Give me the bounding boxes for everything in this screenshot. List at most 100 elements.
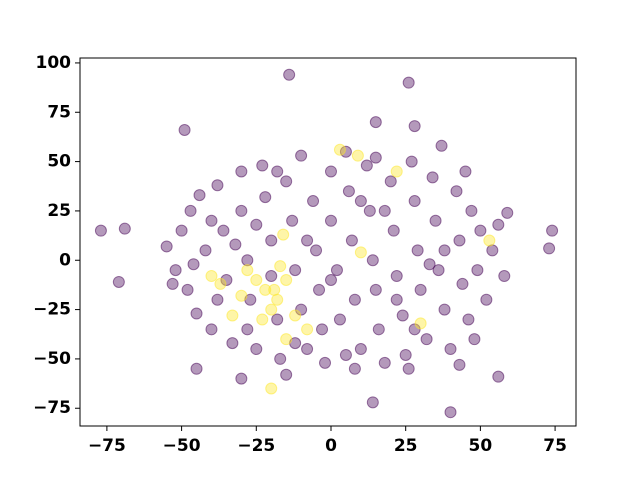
scatter-point	[390, 270, 403, 283]
scatter-point	[241, 254, 254, 267]
scatter-point	[265, 303, 278, 316]
x-tick-label: 0	[325, 436, 337, 456]
scatter-point	[342, 185, 355, 198]
scatter-point	[205, 270, 218, 283]
y-tick-label: −75	[33, 398, 71, 418]
scatter-point	[324, 214, 337, 227]
scatter-point	[286, 214, 299, 227]
x-tick-label: 75	[543, 436, 567, 456]
x-tick-label: −50	[163, 436, 201, 456]
scatter-point	[501, 206, 514, 219]
scatter-point	[378, 356, 391, 369]
scatter-point	[369, 151, 382, 164]
scatter-point	[369, 283, 382, 296]
scatter-point	[94, 224, 107, 237]
y-tick-label: 0	[59, 250, 71, 270]
scatter-point	[543, 242, 556, 255]
scatter-point	[235, 372, 248, 385]
scatter-point	[411, 244, 424, 257]
y-tick-label: 50	[47, 152, 71, 172]
scatter-point	[372, 323, 385, 336]
scatter-point	[280, 273, 293, 286]
scatter-point	[408, 120, 421, 133]
scatter-point	[330, 264, 343, 277]
scatter-point	[402, 76, 415, 89]
scatter-point	[474, 224, 487, 237]
scatter-point	[420, 333, 433, 346]
scatter-point	[444, 406, 457, 419]
scatter-point	[226, 309, 239, 322]
x-tick-label: 25	[394, 436, 418, 456]
scatter-point	[339, 348, 352, 361]
scatter-point	[301, 234, 314, 247]
scatter-point	[316, 323, 329, 336]
y-tick-label: −25	[33, 300, 71, 320]
scatter-point	[184, 204, 197, 217]
scatter-point	[313, 283, 326, 296]
scatter-point	[235, 204, 248, 217]
scatter-point	[348, 362, 361, 375]
scatter-point	[271, 313, 284, 326]
x-tick-label: −75	[88, 436, 126, 456]
scatter-point	[280, 333, 293, 346]
scatter-point	[414, 283, 427, 296]
scatter-point	[438, 244, 451, 257]
scatter-point	[259, 283, 272, 296]
scatter-point	[295, 149, 308, 162]
scatter-point	[214, 277, 227, 290]
scatter-point	[453, 358, 466, 371]
scatter-point	[190, 362, 203, 375]
scatter-point	[471, 264, 484, 277]
scatter-point	[459, 165, 472, 178]
scatter-point	[333, 143, 346, 156]
scatter-point	[363, 204, 376, 217]
scatter-point	[423, 258, 436, 271]
plot-frame	[79, 57, 577, 427]
scatter-point	[333, 313, 346, 326]
scatter-point	[190, 307, 203, 320]
scatter-point	[468, 333, 481, 346]
x-tick-label: −25	[237, 436, 275, 456]
scatter-point	[426, 171, 439, 184]
scatter-point	[354, 246, 367, 259]
scatter-point	[226, 337, 239, 350]
scatter-point	[378, 204, 391, 217]
scatter-point	[199, 244, 212, 257]
scatter-point	[399, 348, 412, 361]
scatter-point	[271, 165, 284, 178]
scatter-point	[345, 234, 358, 247]
x-tick-label: 50	[469, 436, 493, 456]
scatter-point	[366, 396, 379, 409]
scatter-point	[268, 283, 281, 296]
scatter-point	[235, 289, 248, 302]
scatter-point	[205, 214, 218, 227]
scatter-point	[220, 273, 233, 286]
scatter-point	[546, 224, 559, 237]
scatter-point	[280, 368, 293, 381]
scatter-point	[486, 244, 499, 257]
scatter-point	[169, 264, 182, 277]
scatter-point	[492, 218, 505, 231]
scatter-point	[187, 258, 200, 271]
scatter-point	[265, 270, 278, 283]
scatter-point	[289, 264, 302, 277]
scatter-point	[462, 313, 475, 326]
scatter-point	[274, 260, 287, 273]
scatter-point	[390, 165, 403, 178]
scatter-point	[301, 343, 314, 356]
y-tick-label: 75	[47, 102, 71, 122]
scatter-point	[498, 270, 511, 283]
scatter-point	[465, 204, 478, 217]
scatter-point	[348, 293, 361, 306]
scatter-point	[456, 277, 469, 290]
scatter-point	[166, 277, 179, 290]
scatter-point	[324, 273, 337, 286]
scatter-point	[160, 240, 173, 253]
scatter-point	[360, 159, 373, 172]
scatter-point	[435, 139, 448, 152]
scatter-point	[193, 189, 206, 202]
scatter-point	[354, 343, 367, 356]
scatter-point	[289, 309, 302, 322]
scatter-point	[432, 264, 445, 277]
